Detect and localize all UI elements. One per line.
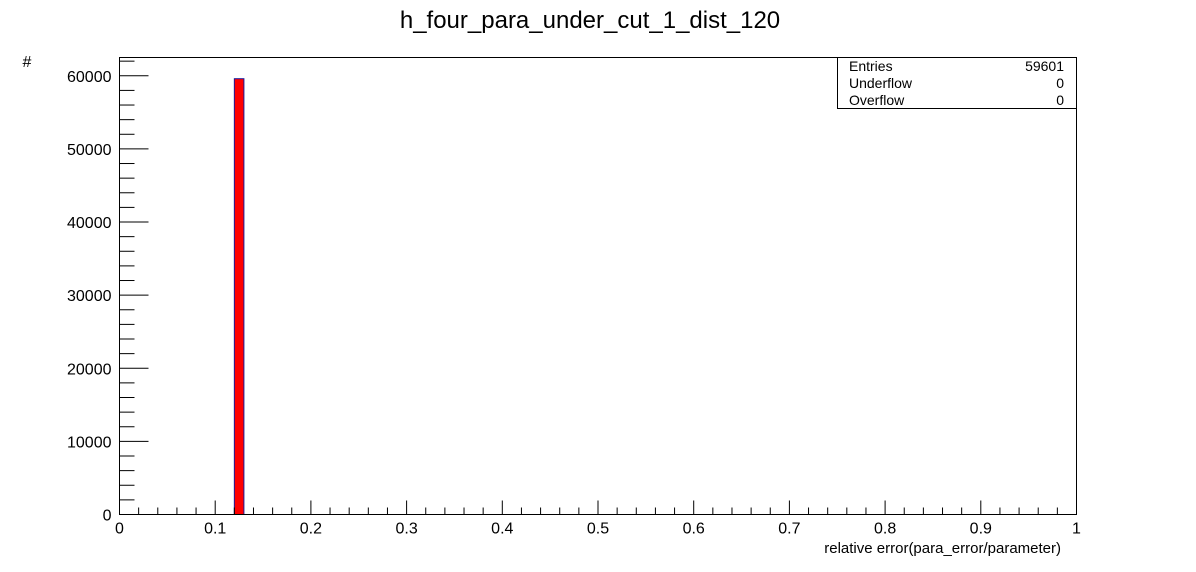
y-tick-label: 60000 bbox=[67, 69, 112, 86]
y-tick-label: 20000 bbox=[67, 361, 112, 378]
stats-entries-value: 59601 bbox=[1025, 58, 1064, 74]
x-tick-label: 0.6 bbox=[683, 521, 705, 538]
stats-underflow-label: Underflow bbox=[849, 75, 913, 91]
stats-entries-label: Entries bbox=[849, 58, 893, 74]
stats-overflow-label: Overflow bbox=[849, 92, 905, 108]
x-tick-label: 0.1 bbox=[204, 521, 226, 538]
x-axis-label: relative error(para_error/parameter) bbox=[824, 540, 1061, 557]
x-tick-label: 0.2 bbox=[300, 521, 322, 538]
x-axis: 0 0.1 0.2 0.3 0.4 0.5 0.6 0.7 0.8 0.9 1 bbox=[115, 500, 1081, 538]
stats-box: Entries 59601 Underflow 0 Overflow 0 bbox=[837, 57, 1077, 109]
histogram-bars bbox=[233, 78, 245, 516]
x-tick-label: 1 bbox=[1072, 521, 1081, 538]
y-tick-label: 50000 bbox=[67, 142, 112, 159]
x-tick-label: 0.9 bbox=[970, 521, 992, 538]
plot-frame bbox=[119, 57, 1077, 515]
y-tick-label: 10000 bbox=[67, 434, 112, 451]
x-tick-label: 0.5 bbox=[587, 521, 609, 538]
y-tick-label: 0 bbox=[103, 508, 112, 525]
chart-title: h_four_para_under_cut_1_dist_120 bbox=[400, 7, 780, 34]
y-tick-label: 40000 bbox=[67, 215, 112, 232]
stats-overflow-value: 0 bbox=[1056, 92, 1064, 108]
y-axis: 0 10000 20000 30000 40000 50000 60000 bbox=[67, 60, 149, 525]
x-tick-label: 0.8 bbox=[874, 521, 896, 538]
y-axis-label: # bbox=[23, 54, 32, 71]
x-tick-label: 0.3 bbox=[395, 521, 417, 538]
stats-underflow-value: 0 bbox=[1056, 75, 1064, 91]
y-tick-label: 30000 bbox=[67, 288, 112, 305]
x-tick-label: 0.7 bbox=[778, 521, 800, 538]
x-tick-label: 0.4 bbox=[491, 521, 513, 538]
x-tick-label: 0 bbox=[115, 521, 124, 538]
histogram-bar bbox=[233, 78, 245, 516]
stats-box-frame bbox=[837, 57, 1077, 109]
